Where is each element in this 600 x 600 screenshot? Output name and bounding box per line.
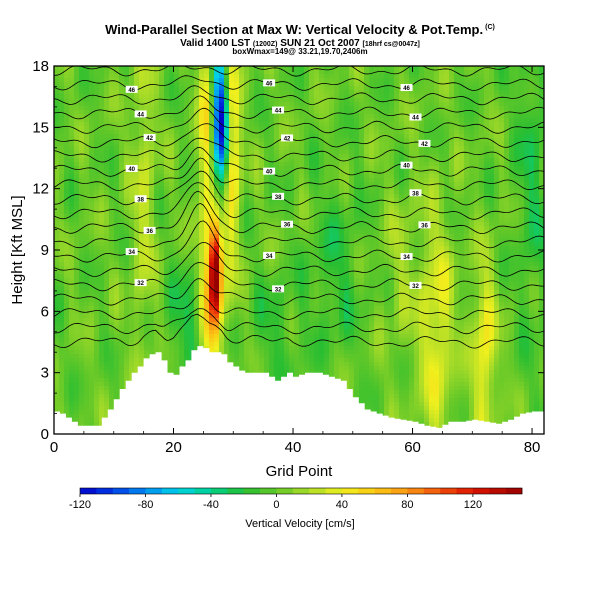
colorbar-segment: [145, 488, 163, 494]
colorbar-segment: [341, 488, 359, 494]
chart-subtitle: Valid 1400 LST (1200Z) SUN 21 Oct 2007 […: [180, 38, 420, 49]
isentrope-label: 38: [134, 195, 147, 203]
x-axis-label: Grid Point: [266, 463, 334, 480]
isentrope-line: [54, 157, 544, 191]
colorbar-tick-label: -80: [138, 499, 154, 511]
isentrope-line: [54, 85, 544, 106]
colorbar-segment: [358, 488, 375, 494]
isentrope-line: [54, 294, 544, 320]
isentrope-label: 36: [143, 226, 156, 235]
isentrope-label: 40: [263, 167, 276, 176]
colorbar-tick-label: -40: [203, 499, 219, 511]
isentrope-label: 46: [125, 85, 138, 94]
colorbar-tick-label: 120: [464, 499, 482, 511]
isentrope-label: 32: [409, 281, 422, 290]
colorbar-segment: [129, 488, 146, 494]
x-axis-ticks: 0 20 40 60 80: [50, 66, 541, 456]
isentrope-line: [54, 107, 544, 134]
colorbar-segment: [210, 488, 228, 494]
isentrope-line: [54, 308, 544, 335]
x-tick-label: 40: [285, 439, 302, 456]
colorbar-tick-label: 40: [336, 499, 348, 511]
isentrope-line: [54, 241, 544, 277]
isentrope-label: 46: [263, 79, 276, 87]
isentrope-label: 36: [281, 220, 294, 229]
colorbar-segment: [472, 488, 490, 494]
isentrope-label: 44: [272, 106, 285, 115]
colorbar-segment: [505, 488, 523, 494]
isentrope-label: 32: [134, 279, 147, 287]
terrain-mask: [54, 346, 544, 434]
isentrope-line: [54, 66, 544, 77]
colorbar-segment: [440, 488, 457, 494]
y-tick-label: 15: [32, 119, 49, 136]
y-tick-label: 9: [41, 242, 49, 259]
x-tick-label: 80: [524, 439, 541, 456]
colorbar-segment: [456, 488, 474, 494]
isentrope-label: 32: [272, 285, 285, 293]
colorbar-frame: [79, 487, 523, 495]
plot-area: [54, 66, 544, 434]
y-tick-label: 18: [32, 58, 49, 75]
isentrope-label: 42: [143, 133, 156, 142]
isentrope-line: [54, 190, 544, 235]
isentrope-label: 38: [409, 189, 422, 197]
contour-labels: 32 32 32 34 34 34 36 36 36 38 38 38 40 40 40 42 42 42 44 44…: [125, 79, 431, 293]
isentrope-label: 34: [263, 251, 276, 260]
colorbar-segment: [112, 488, 130, 494]
y-axis-label: Height [Kft MSL]: [9, 195, 26, 304]
isentrope-line: [54, 182, 544, 220]
y-tick-label: 12: [32, 181, 49, 198]
isentrope-line: [54, 202, 544, 249]
isentrope-label: 40: [125, 164, 138, 173]
colorbar-segment: [260, 488, 277, 494]
x-tick-label: 20: [165, 439, 182, 456]
chart-info-line: boxWmax=149@ 33.21,19.70,2406m: [232, 47, 368, 56]
isentrope-label: 40: [400, 161, 413, 170]
colorbar-tick-label: 0: [273, 499, 279, 511]
isentrope-label: 44: [409, 113, 422, 122]
colorbar-label: Vertical Velocity [cm/s]: [245, 518, 354, 530]
colorbar-segment: [276, 488, 294, 494]
y-tick-label: 6: [41, 303, 49, 320]
colorbar: -120 -80 -40 0 40 80 120: [69, 487, 523, 511]
isentrope-label: 44: [134, 110, 147, 118]
colorbar-segment: [243, 488, 261, 494]
colorbar-segment: [96, 488, 114, 494]
colorbar-segment: [227, 488, 245, 494]
isentrope-line: [54, 137, 544, 163]
copyright-mark: (C): [485, 23, 495, 31]
colorbar-segment: [374, 488, 392, 494]
colorbar-segment: [178, 488, 195, 494]
colorbar-segment: [407, 488, 425, 494]
colorbar-segment: [80, 488, 97, 494]
chart-title: Wind-Parallel Section at Max W: Vertical…: [105, 22, 495, 37]
isentrope-line: [54, 278, 544, 306]
isentrope-line: [54, 313, 544, 349]
colorbar-segment: [194, 488, 212, 494]
colorbar-segment: [292, 488, 310, 494]
colorbar-tick-label: -120: [69, 499, 91, 511]
isentrope-label: 34: [125, 248, 138, 256]
x-tick-label: 60: [404, 439, 421, 456]
isentrope-label: 34: [400, 253, 413, 261]
colorbar-segment: [325, 488, 343, 494]
isentrope-label: 46: [400, 84, 413, 92]
isentrope-label: 42: [418, 139, 431, 148]
isentrope-line: [54, 123, 544, 149]
isentrope-label: 42: [281, 134, 294, 142]
colorbar-segment: [391, 488, 408, 494]
x-tick-label: 0: [50, 439, 58, 456]
colorbar-segment: [423, 488, 441, 494]
colorbar-segment: [161, 488, 179, 494]
colorbar-tick-label: 80: [401, 499, 413, 511]
colorbar-segment: [309, 488, 326, 494]
isentrope-label: 38: [272, 192, 285, 201]
colorbar-segment: [489, 488, 506, 494]
y-tick-label: 0: [41, 426, 49, 443]
isentrope-label: 36: [418, 221, 431, 229]
y-tick-label: 3: [41, 365, 49, 382]
